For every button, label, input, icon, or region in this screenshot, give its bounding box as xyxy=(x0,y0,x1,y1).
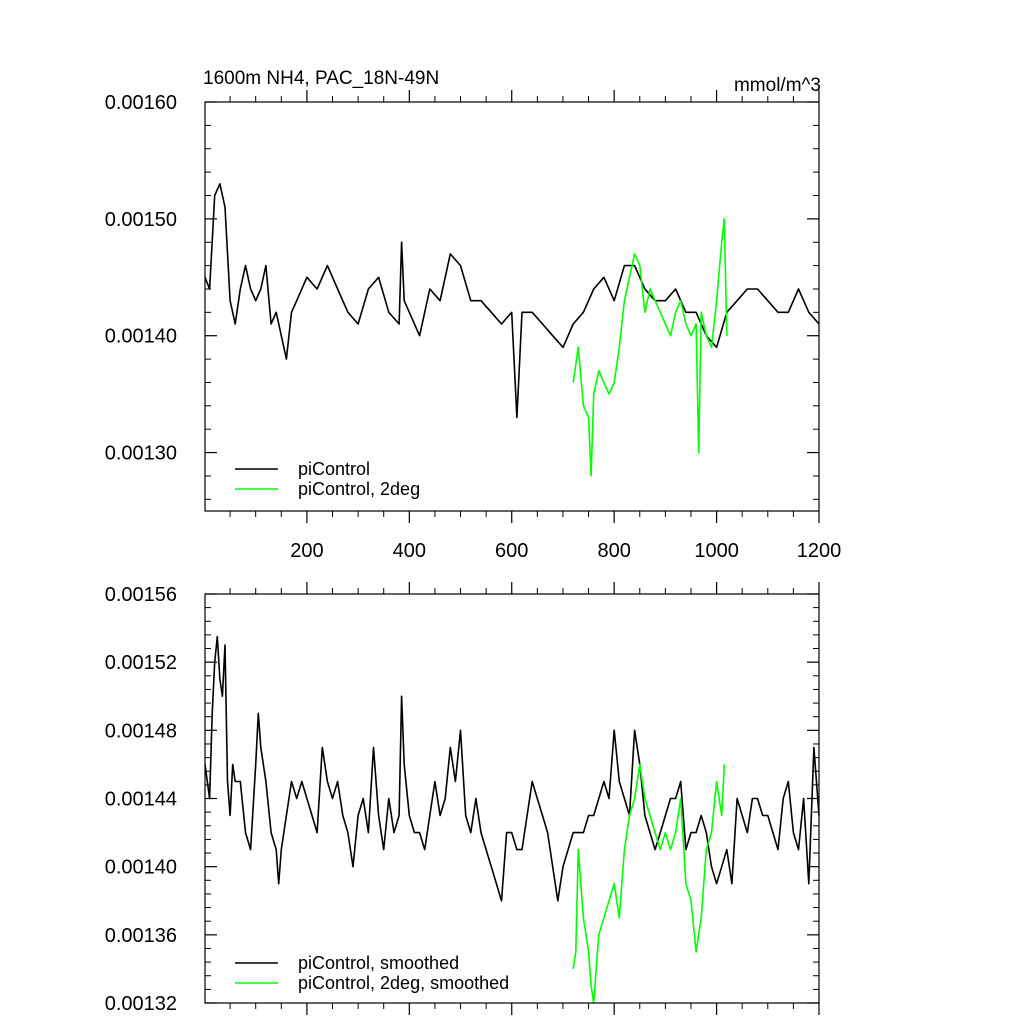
series-line-0 xyxy=(204,183,820,419)
y-tick-label: 0.00152 xyxy=(105,652,177,674)
y-tick-label: 0.00148 xyxy=(105,720,177,742)
bottom-panel: 0.00132 0.00136 0.00140 0.00144 0.00148 0.001… xyxy=(105,582,820,1015)
x-tick-label: 1200 xyxy=(797,540,842,562)
y-tick-label: 0.00140 xyxy=(105,857,177,879)
top-panel: 200 400 600 800 1000 1200 0.00130 0.00140 0.0015… xyxy=(105,68,842,562)
x-tick-label: 200 xyxy=(290,540,323,562)
x-tick-label: 400 xyxy=(393,540,426,562)
y-tick-label: 0.00156 xyxy=(105,584,177,606)
y-tick-label: 0.00160 xyxy=(105,92,177,114)
series-line-0 xyxy=(204,635,820,902)
x-tick-label: 800 xyxy=(597,540,630,562)
x-tick-label: 600 xyxy=(495,540,528,562)
y-tick-label: 0.00136 xyxy=(105,925,177,947)
legend-label-1: piControl, 2deg, smoothed xyxy=(298,973,509,993)
y-tick-label: 0.00140 xyxy=(105,326,177,348)
legend-label-0: piControl, smoothed xyxy=(298,953,459,973)
chart-title: 1600m NH4, PAC_18N-49N xyxy=(203,68,439,89)
y-tick-label: 0.00130 xyxy=(105,443,177,465)
series-line-1 xyxy=(572,763,726,1004)
y-tick-label: 0.00150 xyxy=(105,209,177,231)
legend-label-1: piControl, 2deg xyxy=(298,479,420,499)
y-tick-label: 0.00144 xyxy=(105,789,177,811)
legend-label-0: piControl xyxy=(298,459,370,479)
x-tick-label: 1000 xyxy=(694,540,739,562)
series-line-1 xyxy=(572,218,728,477)
y-tick-label: 0.00132 xyxy=(105,993,177,1015)
units-label: mmol/m^3 xyxy=(734,75,821,96)
